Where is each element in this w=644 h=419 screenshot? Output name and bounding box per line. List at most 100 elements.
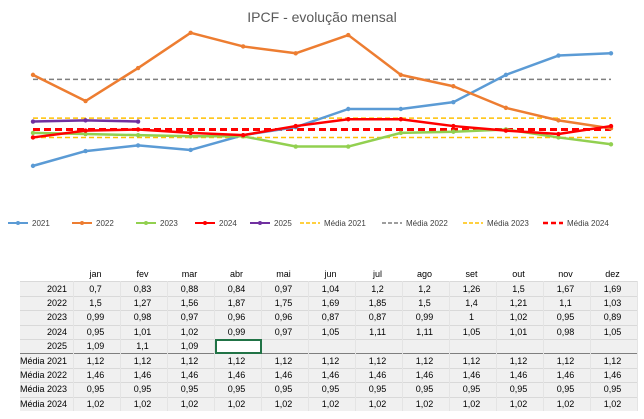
- table-cell[interactable]: 1,1: [543, 295, 592, 311]
- table-cell[interactable]: 1,05: [449, 324, 498, 340]
- table-cell[interactable]: 1,02: [167, 396, 216, 411]
- table-cell[interactable]: 0,95: [167, 382, 216, 398]
- table-cell[interactable]: 1,12: [261, 353, 310, 369]
- table-cell[interactable]: 1,02: [496, 310, 545, 326]
- table-cell[interactable]: 1,5: [496, 281, 545, 297]
- table-cell[interactable]: 1,46: [496, 367, 545, 383]
- table-cell[interactable]: 0,7: [73, 281, 122, 297]
- table-cell[interactable]: 0,95: [261, 382, 310, 398]
- table-cell[interactable]: 1,46: [261, 367, 310, 383]
- table-cell[interactable]: 1,5: [73, 295, 122, 311]
- selected-cell[interactable]: [214, 338, 263, 354]
- table-cell[interactable]: 1,87: [214, 295, 263, 311]
- table-cell[interactable]: [449, 338, 498, 354]
- table-cell[interactable]: 1,12: [496, 353, 545, 369]
- table-cell[interactable]: 1,46: [355, 367, 404, 383]
- table-cell[interactable]: 0,95: [496, 382, 545, 398]
- table-cell[interactable]: [496, 338, 545, 354]
- table-cell[interactable]: 1,02: [73, 396, 122, 411]
- table-cell[interactable]: 1,05: [308, 324, 357, 340]
- table-cell[interactable]: 1,12: [167, 353, 216, 369]
- table-cell[interactable]: 1,02: [543, 396, 592, 411]
- table-cell[interactable]: 1,46: [167, 367, 216, 383]
- table-cell[interactable]: 1,46: [402, 367, 451, 383]
- table-cell[interactable]: 1,46: [73, 367, 122, 383]
- table-cell[interactable]: [355, 338, 404, 354]
- table-cell[interactable]: 0,97: [261, 281, 310, 297]
- table-cell[interactable]: 1,12: [73, 353, 122, 369]
- table-cell[interactable]: 1,56: [167, 295, 216, 311]
- table-cell[interactable]: 1,12: [590, 353, 639, 369]
- table-cell[interactable]: 1,03: [590, 295, 639, 311]
- table-cell[interactable]: [261, 338, 310, 354]
- table-cell[interactable]: 1,02: [402, 396, 451, 411]
- table-cell[interactable]: 1,12: [214, 353, 263, 369]
- table-cell[interactable]: [590, 338, 639, 354]
- table-cell[interactable]: 1,12: [120, 353, 169, 369]
- table-cell[interactable]: 1,4: [449, 295, 498, 311]
- table-cell[interactable]: 0,96: [214, 310, 263, 326]
- table-cell[interactable]: 1,2: [402, 281, 451, 297]
- table-cell[interactable]: 0,97: [261, 324, 310, 340]
- table-cell[interactable]: 0,95: [73, 382, 122, 398]
- table-cell[interactable]: 1,27: [120, 295, 169, 311]
- table-cell[interactable]: 1,85: [355, 295, 404, 311]
- table-cell[interactable]: 1,01: [496, 324, 545, 340]
- table-cell[interactable]: 0,88: [167, 281, 216, 297]
- table-cell[interactable]: 1,2: [355, 281, 404, 297]
- table-cell[interactable]: 1,02: [355, 396, 404, 411]
- table-cell[interactable]: 0,84: [214, 281, 263, 297]
- table-cell[interactable]: 1,46: [543, 367, 592, 383]
- table-cell[interactable]: 0,95: [449, 382, 498, 398]
- table-cell[interactable]: 0,95: [73, 324, 122, 340]
- table-cell[interactable]: 1,04: [308, 281, 357, 297]
- table-cell[interactable]: 1,75: [261, 295, 310, 311]
- table-cell[interactable]: 1,46: [308, 367, 357, 383]
- table-cell[interactable]: 1,02: [449, 396, 498, 411]
- table-cell[interactable]: 0,95: [543, 310, 592, 326]
- table-cell[interactable]: [308, 338, 357, 354]
- table-cell[interactable]: 1,12: [449, 353, 498, 369]
- table-cell[interactable]: 1,02: [308, 396, 357, 411]
- table-cell[interactable]: 0,95: [590, 382, 639, 398]
- table-cell[interactable]: 1,02: [590, 396, 639, 411]
- table-cell[interactable]: 1,46: [449, 367, 498, 383]
- table-cell[interactable]: [543, 338, 592, 354]
- table-cell[interactable]: 1,02: [167, 324, 216, 340]
- table-cell[interactable]: 1,12: [355, 353, 404, 369]
- table-cell[interactable]: 1,09: [167, 338, 216, 354]
- table-cell[interactable]: 1,09: [73, 338, 122, 354]
- table-cell[interactable]: 0,96: [261, 310, 310, 326]
- table-cell[interactable]: 1,46: [214, 367, 263, 383]
- table-cell[interactable]: 0,95: [120, 382, 169, 398]
- table-cell[interactable]: 0,89: [590, 310, 639, 326]
- table-cell[interactable]: 0,99: [73, 310, 122, 326]
- table-cell[interactable]: 1,12: [402, 353, 451, 369]
- table-cell[interactable]: 1,21: [496, 295, 545, 311]
- table-cell[interactable]: 1,05: [590, 324, 639, 340]
- table-cell[interactable]: 0,99: [214, 324, 263, 340]
- table-cell[interactable]: 1,02: [261, 396, 310, 411]
- table-cell[interactable]: 1,11: [355, 324, 404, 340]
- table-cell[interactable]: 1: [449, 310, 498, 326]
- table-cell[interactable]: [402, 338, 451, 354]
- table-cell[interactable]: 1,46: [590, 367, 639, 383]
- table-cell[interactable]: 1,69: [308, 295, 357, 311]
- table-cell[interactable]: 0,98: [543, 324, 592, 340]
- table-cell[interactable]: 0,95: [402, 382, 451, 398]
- table-cell[interactable]: 0,95: [543, 382, 592, 398]
- table-cell[interactable]: 0,83: [120, 281, 169, 297]
- table-cell[interactable]: 0,95: [214, 382, 263, 398]
- table-cell[interactable]: 0,95: [308, 382, 357, 398]
- table-cell[interactable]: 1,5: [402, 295, 451, 311]
- table-cell[interactable]: 1,46: [120, 367, 169, 383]
- table-cell[interactable]: 0,95: [355, 382, 404, 398]
- table-cell[interactable]: 1,69: [590, 281, 639, 297]
- table-cell[interactable]: 1,11: [402, 324, 451, 340]
- table-cell[interactable]: 1,67: [543, 281, 592, 297]
- table-cell[interactable]: 0,87: [355, 310, 404, 326]
- table-cell[interactable]: 1,02: [214, 396, 263, 411]
- table-cell[interactable]: 0,99: [402, 310, 451, 326]
- table-cell[interactable]: 1,12: [543, 353, 592, 369]
- table-cell[interactable]: 1,01: [120, 324, 169, 340]
